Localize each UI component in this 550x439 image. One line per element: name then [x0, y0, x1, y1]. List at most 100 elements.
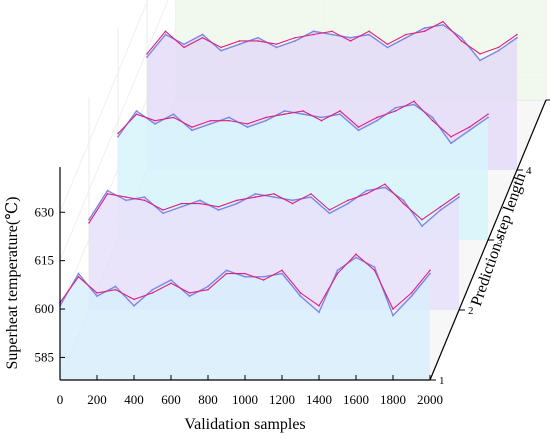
point-predicted — [392, 308, 394, 310]
point-predicted — [238, 40, 241, 42]
point-predicted — [257, 40, 259, 42]
point-predicted — [413, 100, 415, 103]
x-tick-label: 600 — [161, 392, 181, 407]
point-actual — [170, 279, 172, 281]
point-predicted — [275, 43, 278, 45]
point-actual — [294, 40, 296, 42]
point-actual — [281, 272, 283, 275]
point-actual — [405, 36, 407, 39]
point-actual — [180, 205, 183, 208]
point-actual — [217, 209, 220, 211]
point-predicted — [349, 40, 352, 42]
point-actual — [220, 49, 222, 52]
point-actual — [384, 186, 386, 189]
z-tick-label: 3 — [497, 235, 503, 247]
point-actual — [368, 33, 370, 36]
point-actual — [450, 142, 452, 145]
z-tick-label: 4 — [526, 165, 532, 177]
point-actual — [468, 129, 471, 132]
point-actual — [479, 59, 481, 62]
point-actual — [228, 116, 230, 119]
point-predicted — [421, 218, 423, 221]
point-actual — [114, 285, 117, 288]
point-predicted — [450, 135, 452, 138]
point-predicted — [376, 116, 378, 119]
point-predicted — [191, 126, 193, 128]
point-actual — [172, 113, 175, 116]
y-axis-title: Superheat temperature(℃) — [4, 197, 21, 370]
point-predicted — [384, 183, 386, 185]
x-tick-label: 1400 — [306, 392, 332, 407]
point-predicted — [143, 199, 146, 202]
point-actual — [257, 36, 259, 39]
point-predicted — [487, 113, 489, 115]
point-actual — [497, 49, 500, 52]
point-predicted — [209, 119, 212, 122]
point-predicted — [246, 123, 249, 125]
point-actual — [238, 43, 241, 46]
point-predicted — [164, 30, 167, 33]
point-predicted — [207, 288, 209, 291]
point-actual — [183, 43, 185, 46]
point-predicted — [183, 46, 185, 49]
point-predicted — [188, 292, 191, 294]
chart-ticks: 0 200 400 600 800 1000 1200 1400 1600 1800 2000585… — [35, 99, 550, 407]
point-actual — [302, 113, 304, 116]
point-actual — [199, 199, 201, 202]
point-actual — [429, 272, 431, 275]
point-actual — [421, 225, 423, 228]
z-tick-label: 1 — [439, 375, 445, 387]
x-tick-label: 200 — [87, 392, 107, 407]
point-actual — [376, 119, 378, 122]
point-actual — [275, 46, 278, 49]
point-actual — [265, 119, 267, 122]
point-actual — [162, 212, 164, 215]
point-actual — [164, 33, 167, 36]
point-predicted — [331, 30, 333, 33]
point-predicted — [96, 292, 98, 294]
point-actual — [143, 196, 146, 198]
point-actual — [201, 33, 204, 36]
point-actual — [431, 116, 434, 119]
x-tick-label: 1000 — [232, 392, 258, 407]
point-predicted — [162, 209, 164, 211]
point-predicted — [328, 209, 331, 211]
point-actual — [283, 110, 286, 112]
point-predicted — [365, 193, 368, 195]
y-tick-label: 630 — [35, 204, 55, 219]
point-actual — [244, 275, 246, 278]
point-predicted — [217, 205, 220, 208]
point-actual — [392, 314, 394, 317]
point-actual — [88, 218, 90, 221]
point-predicted — [310, 193, 312, 195]
point-predicted — [373, 269, 376, 272]
point-predicted — [151, 292, 154, 294]
point-predicted — [468, 126, 471, 128]
point-predicted — [368, 30, 370, 33]
point-actual — [439, 209, 442, 211]
point-actual — [410, 295, 413, 298]
point-predicted — [302, 110, 304, 112]
point-actual — [357, 129, 360, 132]
point-actual — [146, 56, 148, 58]
point-predicted — [125, 196, 127, 198]
point-predicted — [146, 53, 148, 55]
point-predicted — [479, 53, 481, 55]
point-actual — [299, 295, 302, 298]
point-actual — [188, 295, 191, 298]
point-actual — [458, 196, 460, 198]
point-actual — [442, 23, 444, 26]
point-actual — [331, 33, 333, 36]
point-actual — [135, 110, 138, 112]
point-predicted — [220, 46, 222, 49]
point-actual — [273, 196, 275, 198]
chart-slices — [59, 0, 546, 380]
point-actual — [394, 106, 397, 109]
point-actual — [339, 113, 341, 116]
point-predicted — [320, 119, 323, 122]
y-tick-label: 585 — [35, 349, 55, 364]
point-actual — [347, 202, 349, 205]
point-actual — [117, 135, 119, 138]
point-predicted — [281, 269, 283, 272]
point-actual — [423, 27, 426, 29]
